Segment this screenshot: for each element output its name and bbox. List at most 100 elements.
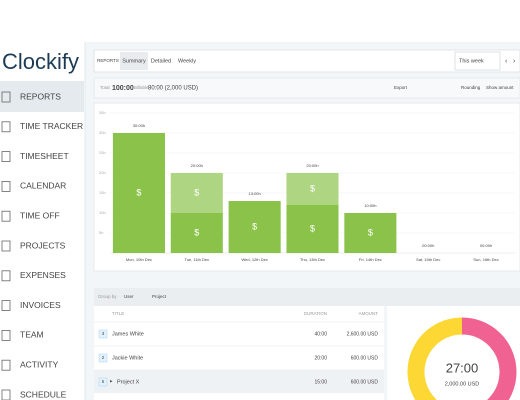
billable: 80:00 (2,000 USD) bbox=[148, 86, 198, 92]
top-bar bbox=[0, 0, 520, 42]
y-tick-label: 5h bbox=[99, 230, 103, 235]
action[interactable]: Rounding bbox=[461, 85, 481, 90]
action[interactable]: Export bbox=[394, 85, 408, 90]
group-option[interactable]: User bbox=[124, 294, 134, 299]
nav-icon bbox=[1, 180, 11, 192]
x-tick-label: Mon, 10th Dec bbox=[126, 257, 152, 262]
badge-text: 5 bbox=[102, 379, 105, 384]
tab[interactable]: Weekly bbox=[178, 58, 196, 64]
nav-item[interactable]: PROJECTS bbox=[20, 240, 66, 250]
nav-item[interactable]: REPORTS bbox=[20, 91, 61, 101]
nav-icon bbox=[1, 151, 11, 163]
bar-segment bbox=[344, 213, 397, 253]
nav-item[interactable]: TEAM bbox=[20, 330, 44, 340]
group-label: Group by bbox=[98, 294, 117, 299]
y-tick-label: 10h bbox=[99, 210, 106, 215]
nav-item[interactable]: ACTIVITY bbox=[20, 359, 59, 369]
donut-sub: 2,000.00 USD bbox=[445, 381, 480, 387]
nav-icon bbox=[1, 210, 11, 222]
tab[interactable]: Detailed bbox=[151, 58, 171, 64]
bar-segment bbox=[286, 205, 339, 253]
x-tick-label: Tue, 11th Dec bbox=[184, 257, 209, 262]
badge bbox=[98, 329, 108, 339]
row-duration: 15:00 bbox=[314, 379, 327, 385]
total-label: 00:00h bbox=[422, 243, 434, 248]
tab[interactable]: Summary bbox=[122, 58, 146, 64]
total-label: 30:00h bbox=[133, 123, 145, 128]
x-tick-label: Fri, 14th Dec bbox=[359, 257, 382, 262]
y-tick-label: 30h bbox=[99, 130, 106, 135]
dollar-icon: $ bbox=[194, 187, 199, 197]
badge bbox=[98, 353, 108, 363]
bar-segment bbox=[112, 133, 165, 253]
nav-icon bbox=[1, 240, 11, 252]
row-title[interactable]: James White bbox=[112, 331, 144, 337]
total-label: 20:00h bbox=[306, 163, 318, 168]
bar-segment bbox=[228, 201, 281, 253]
nav-item[interactable]: CALENDAR bbox=[20, 181, 66, 191]
tab-active bbox=[120, 52, 148, 70]
donut-segment bbox=[461, 317, 517, 400]
row-title[interactable]: Jackie White bbox=[112, 355, 143, 361]
nav-icon bbox=[1, 329, 11, 341]
row-amount: 600.00 USD bbox=[351, 379, 379, 385]
nav-icon bbox=[1, 270, 11, 282]
billable-label: Billable bbox=[134, 85, 149, 90]
dollar-icon: $ bbox=[194, 227, 199, 237]
y-tick-label: 20h bbox=[99, 170, 106, 175]
x-tick-label: Sat, 15th Dec bbox=[416, 257, 440, 262]
column-header[interactable]: DURATION bbox=[304, 311, 327, 316]
tab[interactable]: REPORTS bbox=[97, 58, 119, 63]
group-option[interactable]: Project bbox=[152, 294, 167, 299]
badge-text: 2 bbox=[102, 355, 105, 360]
row-title[interactable]: Project X bbox=[117, 379, 140, 385]
x-tick-label: Wed, 12th Dec bbox=[241, 257, 267, 262]
nav-item[interactable]: TIME OFF bbox=[20, 210, 60, 220]
row-highlight bbox=[94, 370, 384, 393]
sidebar-active bbox=[0, 81, 84, 112]
toolbar bbox=[93, 49, 520, 73]
badge bbox=[98, 377, 108, 387]
dollar-icon: $ bbox=[310, 183, 315, 193]
date-box bbox=[454, 51, 501, 71]
bar-segment bbox=[170, 213, 223, 253]
bar-segment bbox=[170, 173, 223, 213]
summary-bar bbox=[93, 77, 520, 99]
bar-segment bbox=[286, 173, 339, 205]
nav-item[interactable]: TIME TRACKER bbox=[20, 121, 83, 131]
nav-item[interactable]: TIMESHEET bbox=[20, 151, 69, 161]
y-tick-label: 35h bbox=[99, 110, 106, 115]
logo: Clockify bbox=[2, 49, 79, 74]
nav-icon bbox=[1, 91, 11, 103]
x-tick-label: Sun, 16th Dec bbox=[473, 257, 498, 262]
column-header[interactable]: TITLE bbox=[112, 311, 124, 316]
next[interactable]: › bbox=[513, 58, 516, 65]
nav-item[interactable]: INVOICES bbox=[20, 300, 61, 310]
total-label: 10:00h bbox=[364, 203, 376, 208]
dollar-icon: $ bbox=[368, 227, 373, 237]
action[interactable]: Show amount bbox=[486, 85, 514, 90]
date-range[interactable]: This week bbox=[459, 58, 484, 64]
y-tick-label: 25h bbox=[99, 150, 106, 155]
nav-item[interactable]: EXPENSES bbox=[20, 270, 66, 280]
donut-segment bbox=[407, 317, 463, 400]
column-header[interactable]: AMOUNT bbox=[359, 311, 379, 316]
dollar-icon: $ bbox=[310, 223, 315, 233]
total-label: 00:00h bbox=[480, 243, 492, 248]
total-label: 13:00h bbox=[249, 191, 261, 196]
nav-icon bbox=[1, 389, 11, 400]
prev[interactable]: ‹ bbox=[505, 58, 508, 65]
y-tick-label: 15h bbox=[99, 190, 106, 195]
row-amount: 600.00 USD bbox=[351, 355, 379, 361]
badge-text: 3 bbox=[102, 331, 105, 336]
donut-center: 27:00 bbox=[446, 360, 479, 375]
total-label: Total bbox=[100, 85, 110, 90]
expand-arrow[interactable]: ▸ bbox=[110, 378, 113, 384]
nav-icon bbox=[1, 359, 11, 371]
x-tick-label: Thu, 13th Dec bbox=[300, 257, 325, 262]
group-bar bbox=[94, 288, 520, 306]
row-amount: 2,600.00 USD bbox=[347, 331, 379, 337]
dollar-icon: $ bbox=[136, 187, 141, 197]
nav-item[interactable]: SCHEDULE bbox=[20, 389, 67, 399]
